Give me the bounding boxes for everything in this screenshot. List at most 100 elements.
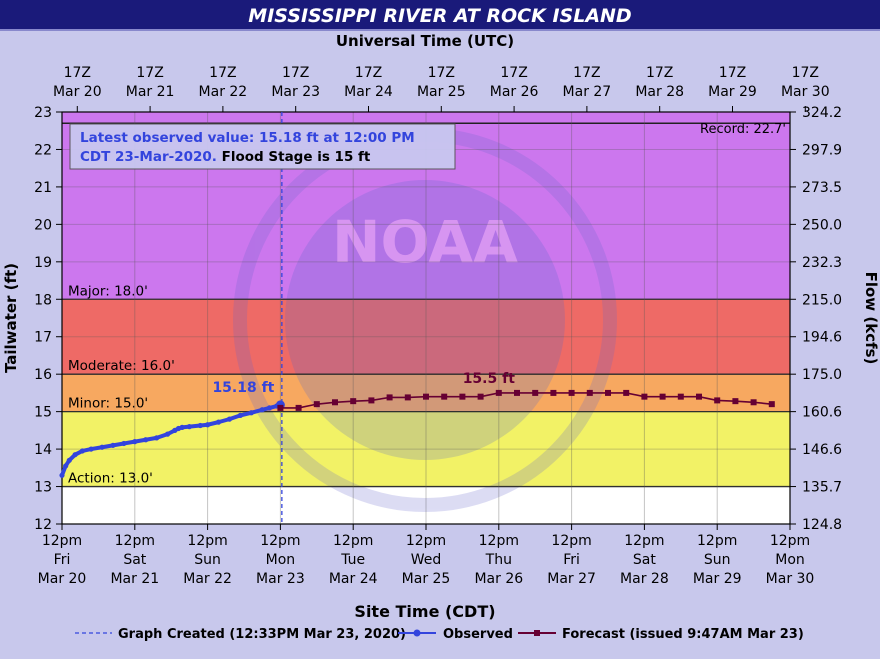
forecast-point [714,397,721,404]
x-tick-label: Fri [563,552,580,568]
left-axis-title: Tailwater (ft) [2,263,20,373]
observed-point [237,412,243,418]
info-box-line1: Latest observed value: 15.18 ft at 12:00… [80,130,415,146]
forecast-point [423,393,429,400]
x-tick-label: 12pm [42,533,82,549]
top-tick-label: 17Z [136,65,163,81]
top-tick-label: Mar 22 [199,84,248,100]
info-box-line2-bold: Flood Stage is 15 ft [222,149,371,165]
axes: 12 13 14 15 16 17 18 19 20 21 22 23 324.2 297.9 273.5 2… [34,65,842,587]
top-tick-label: 17Z [719,65,746,81]
legend-observed-label: Observed [443,627,513,642]
y-tick-label: 18 [34,292,52,308]
flow-tick-label: 250.0 [802,217,842,233]
observed-point [132,439,138,445]
forecast-point [277,404,284,411]
forecast-peak-label: 15.5 ft [463,371,516,387]
right-axis-title: Flow (kcfs) [862,272,880,365]
x-tick-label: Mon [775,552,805,568]
title-bar [0,0,880,29]
forecast-point [295,404,302,411]
noaa-watermark-inner-circle [285,180,565,460]
x-tick-label: 12pm [479,533,519,549]
x-tick-label: Mar 25 [402,571,451,587]
observed-value-label: 15.18 ft [212,380,274,396]
flow-tick-label: 175.0 [802,367,842,383]
x-tick-label: Mar 30 [766,571,815,587]
x-tick-label: Mar 22 [183,571,232,587]
x-tick-label: 12pm [333,533,373,549]
x-tick-label: Mar 26 [474,571,523,587]
forecast-point [586,389,593,396]
threshold-label-major: Major: 18.0' [68,283,148,299]
x-tick-label: 12pm [260,533,300,549]
x-tick-label: 12pm [115,533,155,549]
record-label: Record: 22.7' [700,122,786,137]
forecast-point [368,397,375,404]
threshold-label-moderate: Moderate: 16.0' [68,358,175,374]
top-tick-label: 17Z [792,65,819,81]
observed-point [226,416,233,422]
x-tick-label: Mon [266,552,296,568]
y-tick-label: 17 [34,330,52,346]
x-tick-label: Fri [54,552,71,568]
flow-tick-label: 232.3 [802,255,842,271]
top-tick-label: 17Z [428,65,455,81]
forecast-point [404,394,411,401]
y-tick-label: 13 [34,480,52,496]
observed-point [186,424,192,430]
x-tick-label: 12pm [406,533,446,549]
flow-tick-label: 194.6 [802,330,842,346]
forecast-line [280,392,772,409]
observed-point [215,419,222,425]
threshold-label-action: Action: 13.0' [68,471,153,487]
x-tick-label: 12pm [697,533,737,549]
observed-point [205,422,211,428]
x-tick-label: Sun [704,552,731,568]
x-tick-label: Mar 21 [110,571,159,587]
top-tick-label: 17Z [282,65,309,81]
flow-tick-label: 146.6 [802,442,842,458]
legend-observed-marker [413,629,421,637]
y-tick-label: 12 [34,517,52,533]
flood-category-bands [62,112,790,524]
forecast-point [459,393,466,400]
flow-tick-label: 135.7 [802,480,842,496]
observed-point [110,442,116,448]
forecast-point [350,398,357,405]
y-tick-label: 21 [34,180,52,196]
x-tick-label: Mar 27 [547,571,596,587]
x-tick-label: Sun [194,552,221,568]
forecast-point [605,389,611,396]
y-tick-label: 15 [34,405,52,421]
observed-point [259,407,265,413]
observed-point [179,424,185,430]
y-tick-label: 14 [34,442,52,458]
top-tick-label: Mar 23 [271,84,320,100]
observed-point [99,444,105,450]
forecast-point [641,393,648,400]
forecast-point [532,389,539,396]
forecast-point [768,401,775,408]
x-tick-label: 12pm [187,533,227,549]
bottom-axis-title: Site Time (CDT) [354,602,495,621]
forecast-point [568,389,575,396]
legend: Graph Created (12:33PM Mar 23, 2020) Obs… [75,627,804,642]
chart-title: MISSISSIPPI RIVER AT ROCK ISLAND [248,5,631,27]
top-tick-label: Mar 24 [344,84,393,100]
observed-point [121,440,127,447]
x-tick-label: 12pm [624,533,664,549]
forecast-point [623,389,630,396]
y-tick-label: 22 [34,142,52,158]
observed-point [72,452,78,458]
observed-point [248,410,254,416]
band-moderate [62,299,790,375]
observed-point [59,472,65,478]
x-tick-label: Mar 29 [693,571,742,587]
top-tick-label: 17Z [500,65,527,81]
x-tick-label: Mar 20 [38,571,87,587]
x-tick-label: Mar 24 [329,571,378,587]
top-tick-label: 17Z [64,65,91,81]
threshold-label-minor: Minor: 15.0' [68,396,148,412]
